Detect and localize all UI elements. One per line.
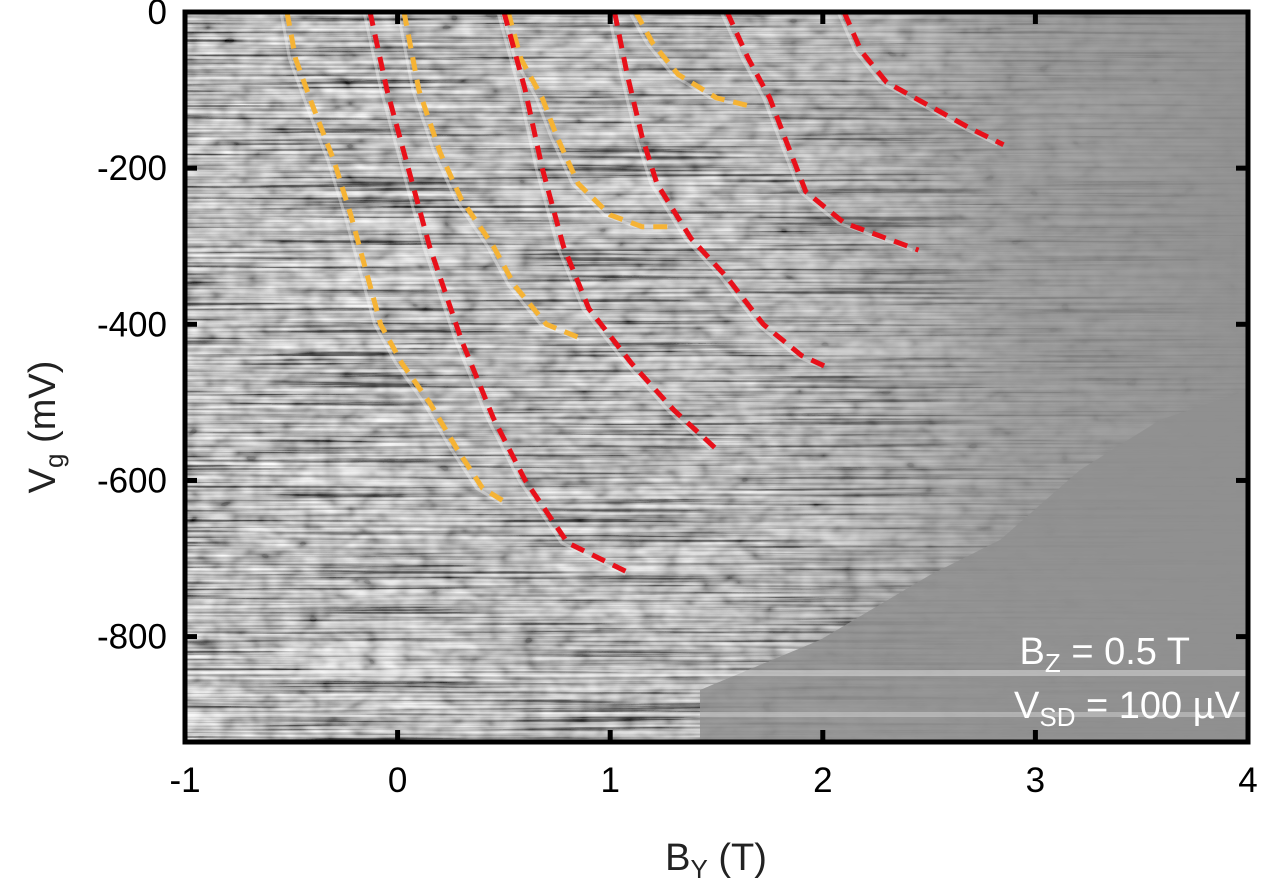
curve-ridge (607, 12, 822, 369)
curves-layer (279, 12, 1005, 577)
x-tick-label: -1 (169, 761, 200, 800)
series-red-curve-8 (724, 12, 920, 253)
y-axis: 0 -200 -400 -600 -800 (97, 0, 1248, 657)
annotation-bz: BZ = 0.5 T (1020, 631, 1190, 678)
y-tick-label: 0 (148, 0, 167, 32)
series-red-curve-5 (501, 12, 719, 452)
series-red-curve-9 (841, 12, 1005, 147)
x-axis: -1 0 1 2 3 4 (169, 12, 1258, 800)
x-tick-label: 0 (388, 761, 407, 800)
y-axis-title: Vg (mV) (22, 361, 69, 494)
curve-ridge (496, 12, 712, 451)
curve-ridge (279, 12, 503, 506)
heatmap (185, 12, 1248, 742)
series-orange-curve-6 (633, 12, 749, 109)
curve-ridge (396, 12, 580, 342)
annotation-vsd: VSD = 100 µV (1014, 685, 1241, 732)
curve-ridge (836, 12, 999, 147)
x-tick-label: 2 (813, 761, 832, 800)
plot-frame (182, 9, 1251, 745)
x-axis-title: BY (T) (665, 837, 767, 884)
y-tick-label: -400 (97, 305, 167, 344)
x-tick-label: 3 (1026, 761, 1045, 800)
y-tick-label: -200 (97, 149, 167, 188)
series-orange-curve-4 (505, 12, 674, 230)
x-tick-label: 1 (600, 761, 619, 800)
x-tick-label: 4 (1238, 761, 1257, 800)
curve-ridge (362, 12, 627, 576)
y-tick-label: -800 (97, 618, 167, 657)
y-tick-label: -600 (97, 461, 167, 500)
series-red-curve-7 (612, 12, 829, 370)
